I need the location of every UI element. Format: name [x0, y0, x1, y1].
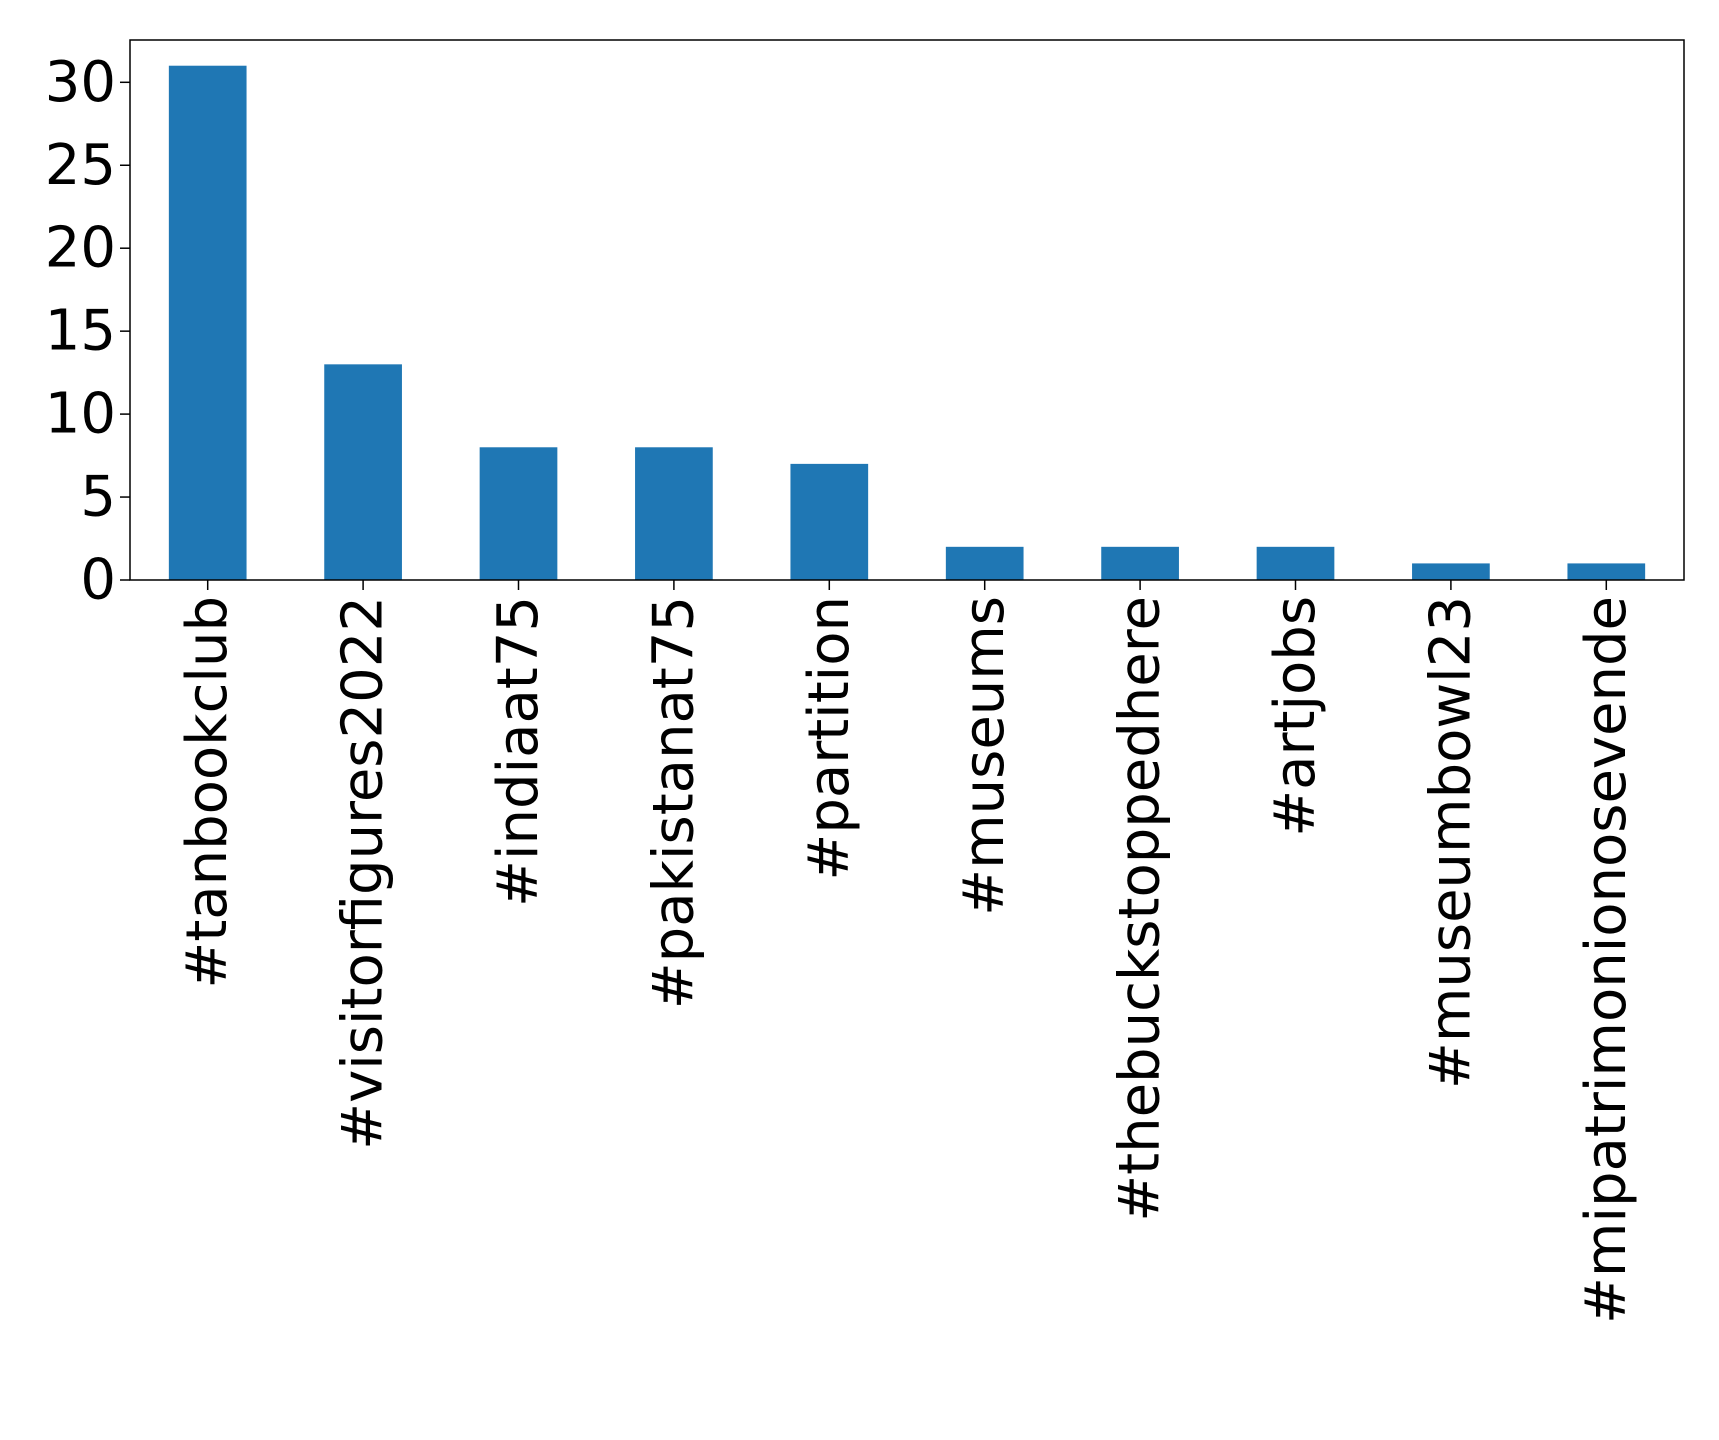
x-tick-label: #partition	[797, 596, 862, 881]
x-tick-label: #museumbowl23	[1418, 596, 1483, 1089]
x-tick-label: #thebuckstoppedhere	[1108, 596, 1173, 1222]
y-tick-label: 5	[80, 465, 116, 530]
x-tick-label: #artjobs	[1263, 596, 1328, 837]
y-axis: 0 5 10 15 20 25 30	[45, 50, 130, 613]
bar-pakistanat75	[635, 447, 713, 580]
bar-thebuckstoppedhere	[1101, 546, 1179, 580]
bars-group	[168, 65, 1646, 580]
plot-frame	[129, 39, 1685, 581]
bar-indiaat75	[479, 447, 558, 580]
x-axis: #tanbookclub #visitorfigures2022 #indiaat7…	[175, 580, 1639, 1324]
bar-visitorfigures2022	[324, 364, 402, 580]
y-tick-label: 15	[45, 299, 116, 364]
y-tick-label: 0	[80, 548, 116, 613]
y-tick-label: 10	[45, 382, 116, 447]
bar-mipatrimonionosevende	[1567, 563, 1646, 580]
y-tick-label: 30	[45, 50, 116, 115]
bar-tanbookclub	[168, 65, 247, 580]
bar-partition	[790, 463, 869, 580]
y-tick-label: 20	[45, 216, 116, 281]
bar-museums	[945, 546, 1024, 580]
x-tick-label: #visitorfigures2022	[331, 596, 396, 1150]
x-tick-label: #tanbookclub	[175, 596, 240, 989]
x-tick-label: #indiaat75	[486, 596, 551, 907]
x-tick-label: #mipatrimonionosevende	[1574, 596, 1639, 1324]
y-tick-label: 25	[45, 133, 116, 198]
bar-artjobs	[1256, 546, 1335, 580]
bar-museumbowl23	[1412, 563, 1490, 580]
x-tick-label: #museums	[952, 596, 1017, 916]
x-tick-label: #pakistanat75	[641, 596, 706, 1009]
